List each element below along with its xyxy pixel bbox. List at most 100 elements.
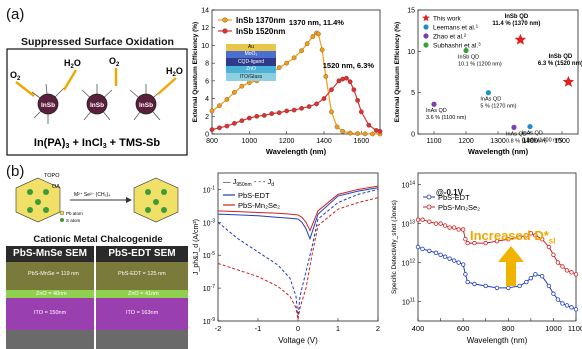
- legend-label: PbS-EDT: [438, 193, 470, 202]
- point-label: InAs QD: [480, 97, 501, 103]
- y-tick-label: 5: [411, 90, 415, 97]
- y-tick-label: 10-5: [203, 251, 215, 260]
- data-point: [511, 124, 517, 130]
- data-point-star: [562, 75, 575, 87]
- jv-chart: -2 -1 0 1 2 10-9 10-7 10-5 10-3 10-1 Voltage (V) J_…: [193, 172, 380, 345]
- data-point: [239, 118, 245, 124]
- y-axis-label: J_ph&J_d (A/cm²): [193, 219, 200, 275]
- data-point: [528, 275, 534, 281]
- legend-marker: [426, 204, 432, 210]
- data-point: [299, 105, 304, 111]
- data-point: [551, 291, 556, 296]
- point-label: InAs QD: [506, 131, 527, 137]
- data-point: [438, 252, 443, 257]
- y-axis-label: External Quantum Efficiency (%): [394, 22, 401, 122]
- data-point: [314, 101, 319, 107]
- data-point: [483, 283, 488, 289]
- data-point: [555, 260, 561, 265]
- annotation-peak-2: 1520 nm, 6.3%: [323, 61, 375, 70]
- data-point: [246, 80, 252, 85]
- increase-arrow: [498, 246, 524, 286]
- y-tick-label: 10: [201, 43, 209, 50]
- data-point: [209, 127, 215, 132]
- data-point: [323, 74, 329, 79]
- y-tick-label: 15: [407, 8, 415, 15]
- h2o-left: H2O: [64, 58, 81, 70]
- data-point: [438, 221, 443, 226]
- x-tick-label: 800: [206, 138, 218, 145]
- legend-label: Subhashri et al.3: [433, 42, 481, 50]
- device-stack-inset: Au MoO₃ CQD-ligand ZnO ITO/Glass: [226, 44, 276, 81]
- y-tick-label: 4: [205, 96, 209, 103]
- data-point: [463, 272, 468, 277]
- data-point: [539, 274, 545, 279]
- x-tick-label: 1000: [545, 324, 562, 333]
- data-point: [451, 225, 457, 230]
- plot-frame: [211, 9, 381, 135]
- legend-label: InSb 1370nm: [236, 16, 285, 25]
- sem-left-title: PbS-MnSe SEM: [13, 248, 87, 259]
- data-point: [284, 108, 290, 114]
- point-label: 11.4 % (1370 nm): [492, 21, 540, 27]
- data-point: [539, 237, 545, 242]
- data-point: [224, 97, 230, 102]
- data-point: [506, 237, 511, 242]
- sem-left-pbs-label: PbS-MnSe = 119 nm: [28, 271, 79, 277]
- x-tick-label: 600: [457, 324, 470, 333]
- h2o-right: H2O: [166, 66, 183, 78]
- data-point: [329, 87, 334, 93]
- reaction-equation: In(PA)3 + InCl3 + TMS-Sb: [34, 137, 160, 150]
- data-point: [560, 301, 565, 306]
- data-point: [306, 104, 312, 109]
- point-label: 0.8 % (1350 nm): [506, 138, 547, 144]
- x-tick-label: 1200: [279, 138, 295, 145]
- y-tick-label: 14: [201, 8, 209, 15]
- data-point: [329, 109, 334, 115]
- y-tick-label: 10: [407, 49, 415, 56]
- x-tick-label: 400: [412, 324, 425, 333]
- x-axis-label: Wavelength (nm): [266, 147, 327, 156]
- label-precursor: M²⁺ Se²⁻ (CH₃)₄: [74, 192, 110, 198]
- data-point: [517, 283, 522, 289]
- data-point: [546, 283, 552, 289]
- data-point: [447, 225, 452, 230]
- photo-curve-1: [217, 187, 379, 241]
- x-axis-label: Wavelength (nm): [468, 147, 529, 156]
- x-tick-label: 1400: [522, 138, 538, 145]
- series-line-1: [417, 246, 577, 310]
- bias-label: @-0.1V: [436, 188, 463, 197]
- x-tick-label: 1100: [426, 138, 441, 145]
- sem-right-title: PbS-EDT SEM: [108, 248, 176, 259]
- legend-label: Zhao et al.2: [433, 33, 467, 41]
- x-tick-label: 800: [502, 324, 515, 333]
- point-label: 3.6 % (1100 nm): [426, 115, 466, 121]
- sem-left-layer-zno: ZnO = 40nm: [6, 290, 94, 298]
- data-point: [299, 48, 304, 54]
- data-point: [472, 240, 477, 246]
- data-point: [569, 270, 574, 275]
- point-label: InSb QD: [549, 54, 573, 60]
- data-point-star: [514, 33, 527, 45]
- data-point: [533, 272, 538, 277]
- data-point: [284, 60, 290, 66]
- data-point: [551, 252, 556, 257]
- data-point: [524, 279, 529, 285]
- y-tick-label: 10-7: [203, 284, 215, 293]
- oxidation-schematic: InSb InSb InSb O2 H2O O2 H2O In(PA)3 + I…: [6, 48, 188, 156]
- series-line-2: [418, 219, 577, 275]
- y-tick-label: 1014: [402, 181, 416, 190]
- data-point: [472, 281, 477, 287]
- data-point: [442, 223, 448, 228]
- legend-label: PbS-EDT: [238, 191, 270, 200]
- dark-curve-1: [217, 188, 379, 318]
- x-tick-label: 0: [296, 324, 300, 333]
- legend-label: InSb 1520nm: [236, 27, 285, 36]
- sem-left-substrate: [6, 330, 94, 349]
- eqe-chart: 800 1000 1200 1400 1600 0 2 4 6 8 10 12 14 Wavelength…: [192, 8, 383, 156]
- qd-2: [81, 84, 113, 121]
- stack-layer-zno: ZnO: [226, 66, 276, 73]
- data-point: [334, 124, 340, 130]
- data-point: [420, 217, 425, 222]
- legend-label: PbS-Mn₂Se₂: [238, 201, 280, 210]
- data-point: [261, 113, 267, 118]
